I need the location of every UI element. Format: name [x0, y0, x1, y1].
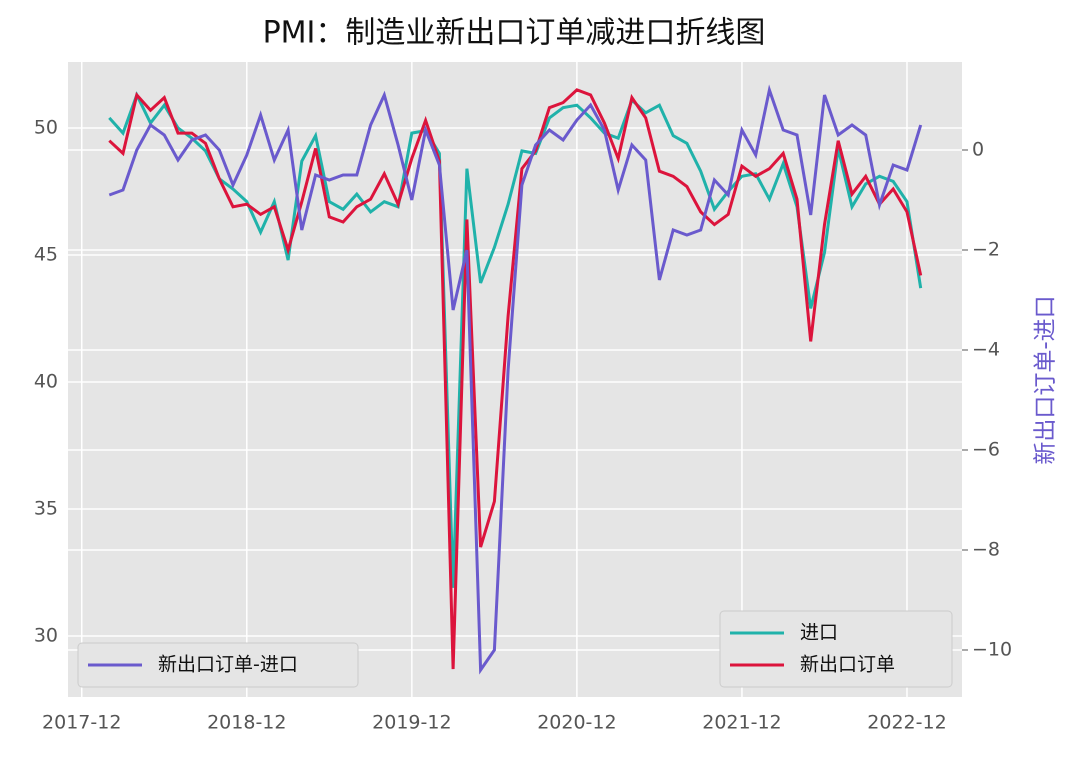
- legend-label: 新出口订单: [800, 654, 895, 676]
- y-tick-label: 45: [34, 244, 58, 266]
- legend-box: [77, 642, 359, 688]
- y2-tick-label: −4: [972, 339, 1000, 361]
- y-tick-label: 40: [34, 371, 58, 393]
- y2-axis-label: 新出口订单-进口: [1033, 295, 1059, 464]
- plot-area: [68, 62, 962, 697]
- y2-tick-label: 0: [972, 139, 984, 161]
- chart-title: PMI：制造业新出口订单减进口折线图: [263, 16, 766, 51]
- line: [108, 84, 923, 675]
- y2-tick-label: −8: [972, 539, 1000, 561]
- line: [108, 91, 923, 588]
- y-tick-label: 50: [34, 117, 58, 139]
- y2-tick-label: −10: [972, 639, 1012, 661]
- x-tick-label: 2020-12: [537, 712, 616, 734]
- x-tick-label: 2019-12: [372, 712, 451, 734]
- y-tick-label: 30: [34, 625, 58, 647]
- y2-tick-label: −2: [972, 239, 1000, 261]
- x-tick-label: 2017-12: [42, 712, 121, 734]
- line: [108, 88, 923, 670]
- y-tick-label: 35: [34, 498, 58, 520]
- y2-tick-label: −6: [972, 439, 1000, 461]
- x-tick-label: 2021-12: [702, 712, 781, 734]
- x-tick-label: 2018-12: [207, 712, 286, 734]
- legend-label: 新出口订单-进口: [158, 654, 298, 676]
- legend-box: [719, 610, 953, 688]
- legend-label: 进口: [800, 622, 838, 644]
- x-tick-label: 2022-12: [867, 712, 946, 734]
